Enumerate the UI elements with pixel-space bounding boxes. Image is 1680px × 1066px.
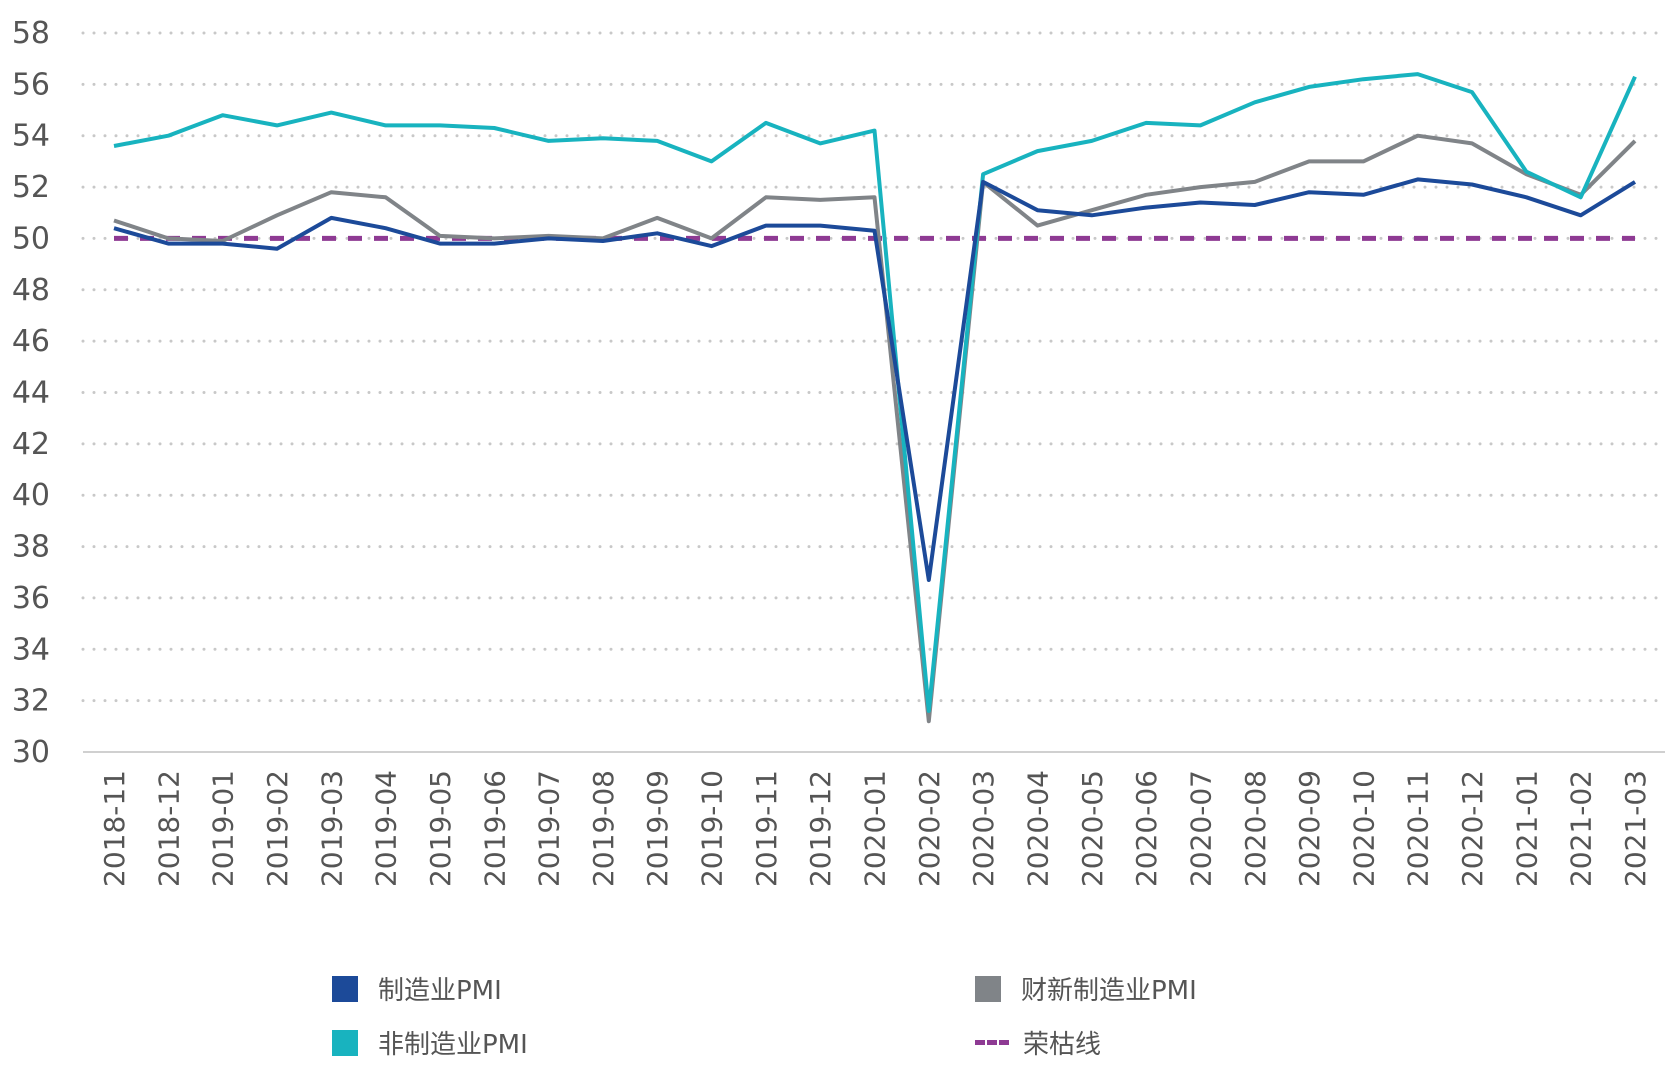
y-tick-label: 58 (12, 16, 50, 51)
x-tick-label: 2020-03 (967, 770, 1000, 887)
y-tick-label: 40 (12, 478, 50, 513)
y-tick-label: 30 (12, 735, 50, 770)
x-tick-label: 2019-10 (696, 770, 729, 887)
y-tick-label: 46 (12, 324, 50, 359)
x-tick-label: 2019-09 (641, 770, 674, 887)
y-tick-label: 44 (12, 376, 50, 411)
y-tick-label: 50 (12, 221, 50, 256)
x-tick-label: 2020-07 (1184, 770, 1217, 887)
x-tick-label: 2019-02 (261, 770, 294, 887)
legend-label-manufacturing: 制造业PMI (378, 976, 502, 1006)
x-tick-label: 2019-04 (370, 770, 403, 887)
legend-swatch-manufacturing (332, 975, 358, 1002)
legend-label-rongku: 荣枯线 (1023, 1030, 1102, 1060)
x-tick-label: 2019-08 (587, 770, 620, 887)
legend-label-nonmanufacturing: 非制造业PMI (378, 1030, 528, 1060)
x-tick-label: 2020-10 (1347, 770, 1380, 887)
x-tick-label: 2018-12 (152, 770, 185, 887)
x-tick-label: 2019-05 (424, 770, 457, 887)
x-tick-label: 2020-01 (859, 770, 892, 887)
legend-swatch-caixin (975, 975, 1001, 1002)
x-tick-label: 2019-01 (207, 770, 240, 887)
legend-label-caixin: 财新制造业PMI (1021, 976, 1197, 1006)
x-tick-label: 2020-06 (1130, 770, 1163, 887)
x-tick-label: 2020-08 (1239, 770, 1272, 887)
y-tick-label: 54 (12, 119, 50, 154)
x-tick-label: 2019-11 (750, 770, 783, 887)
y-tick-label: 34 (12, 632, 50, 667)
x-tick-label: 2020-12 (1456, 770, 1489, 887)
legend-swatch-nonmanufacturing (332, 1029, 358, 1056)
x-tick-label: 2020-04 (1021, 770, 1054, 887)
x-tick-label: 2020-09 (1293, 770, 1326, 887)
y-tick-label: 36 (12, 581, 50, 616)
legend-item-nonmanufacturing: 非制造业PMI (332, 1024, 528, 1061)
x-tick-label: 2019-07 (533, 770, 566, 887)
legend-item-rongku: 荣枯线 (975, 1024, 1101, 1061)
x-tick-label: 2020-05 (1076, 770, 1109, 887)
x-tick-label: 2020-11 (1402, 770, 1435, 887)
y-tick-label: 56 (12, 67, 50, 102)
x-tick-label: 2018-11 (98, 770, 131, 887)
legend-item-caixin: 财新制造业PMI (975, 970, 1197, 1007)
legend-swatch-rongku (975, 1040, 1009, 1045)
y-tick-label: 42 (12, 427, 50, 462)
legend-item-manufacturing: 制造业PMI (332, 970, 502, 1007)
series-line-0 (113, 177, 1637, 582)
x-tick-label: 2021-02 (1565, 770, 1598, 887)
x-tick-label: 2021-01 (1510, 770, 1543, 887)
y-tick-label: 32 (12, 684, 50, 719)
x-tick-label: 2019-06 (478, 770, 511, 887)
series-line-2 (113, 133, 1637, 724)
x-tick-label: 2019-03 (315, 770, 348, 887)
x-tick-label: 2021-03 (1619, 770, 1652, 887)
x-tick-label: 2020-02 (913, 770, 946, 887)
x-tick-label: 2019-12 (804, 770, 837, 887)
y-tick-label: 52 (12, 170, 50, 205)
y-tick-label: 38 (12, 530, 50, 565)
y-tick-label: 48 (12, 273, 50, 308)
series-line-1 (113, 72, 1637, 713)
